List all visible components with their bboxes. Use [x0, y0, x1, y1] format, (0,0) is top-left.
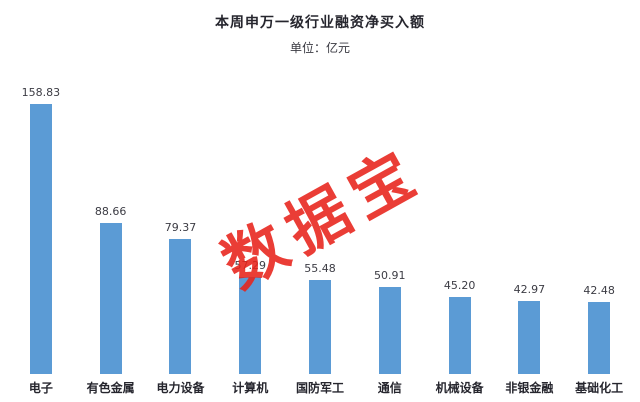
bar	[518, 301, 541, 374]
category-label: 非银金融	[505, 381, 554, 395]
plot-area: 158.83 88.66 79.37 57.29 55.48 50.91 45.20 42.9…	[6, 70, 634, 374]
category-axis: 电子 有色金属 电力设备 计算机 国防军工 通信 机械设备 非银金融 基础化工	[6, 379, 634, 396]
bar	[239, 277, 262, 374]
bar	[29, 104, 52, 374]
value-label: 158.83	[21, 86, 61, 99]
bar-group: 57.29	[215, 70, 285, 374]
bar-group: 88.66	[76, 70, 146, 374]
bar-group: 45.20	[425, 70, 495, 374]
value-label: 88.66	[94, 205, 127, 218]
bar-group: 79.37	[146, 70, 216, 374]
category-label: 电力设备	[156, 381, 205, 395]
category-label: 国防军工	[296, 381, 345, 395]
value-label: 42.97	[513, 283, 546, 296]
bar	[169, 239, 192, 374]
value-label: 42.48	[583, 284, 615, 297]
value-label: 50.91	[374, 269, 406, 282]
bar-group: 158.83	[6, 70, 76, 374]
chart-title: 本周申万一级行业融资净买入额	[215, 15, 425, 31]
value-label: 45.20	[443, 279, 476, 292]
bar-group: 42.97	[494, 70, 564, 374]
category-label: 机械设备	[435, 381, 484, 395]
value-label: 57.29	[234, 259, 266, 272]
category-label: 计算机	[232, 381, 269, 395]
bar-group: 50.91	[355, 70, 425, 374]
bar	[448, 297, 471, 374]
category-label: 电子	[28, 381, 53, 395]
value-label: 79.37	[164, 221, 197, 234]
bar	[309, 280, 332, 374]
category-label: 基础化工	[575, 381, 624, 395]
bar-group: 42.48	[564, 70, 634, 374]
bar	[588, 302, 611, 374]
category-label: 有色金属	[86, 381, 135, 395]
category-label: 通信	[377, 381, 402, 395]
value-label: 55.48	[304, 262, 336, 275]
bar	[378, 287, 401, 374]
bar-group: 55.48	[285, 70, 355, 374]
chart-subtitle: 单位：亿元	[289, 41, 350, 55]
bar	[99, 223, 122, 374]
